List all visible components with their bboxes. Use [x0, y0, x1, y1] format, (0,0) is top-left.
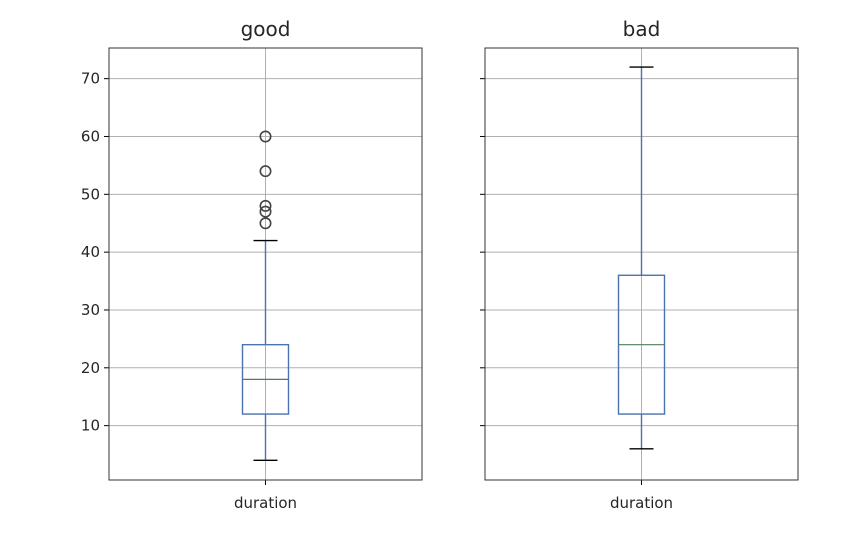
x-category-label: duration	[610, 494, 673, 512]
subplot-1: duration bad	[480, 17, 799, 512]
y-tick-label: 20	[81, 359, 100, 377]
y-tick-label: 10	[81, 417, 100, 435]
y-tick-label: 50	[81, 185, 100, 203]
y-tick-label: 70	[81, 70, 100, 88]
outlier-point	[259, 217, 272, 230]
outlier-point	[259, 165, 272, 178]
axes-frame	[108, 47, 423, 481]
y-tick-label: 30	[81, 301, 100, 319]
subplot-0: 10 20 30 40 50 60 70 duration good	[81, 17, 423, 512]
y-tick-label: 60	[81, 127, 100, 145]
y-tick-label: 40	[81, 243, 100, 261]
x-category-label: duration	[234, 494, 297, 512]
outlier-point	[259, 199, 272, 212]
outlier-point	[259, 205, 272, 218]
outlier-point	[259, 130, 272, 143]
axes-frame	[484, 47, 799, 481]
subplot-title: good	[241, 17, 291, 41]
subplot-title: bad	[623, 17, 661, 41]
